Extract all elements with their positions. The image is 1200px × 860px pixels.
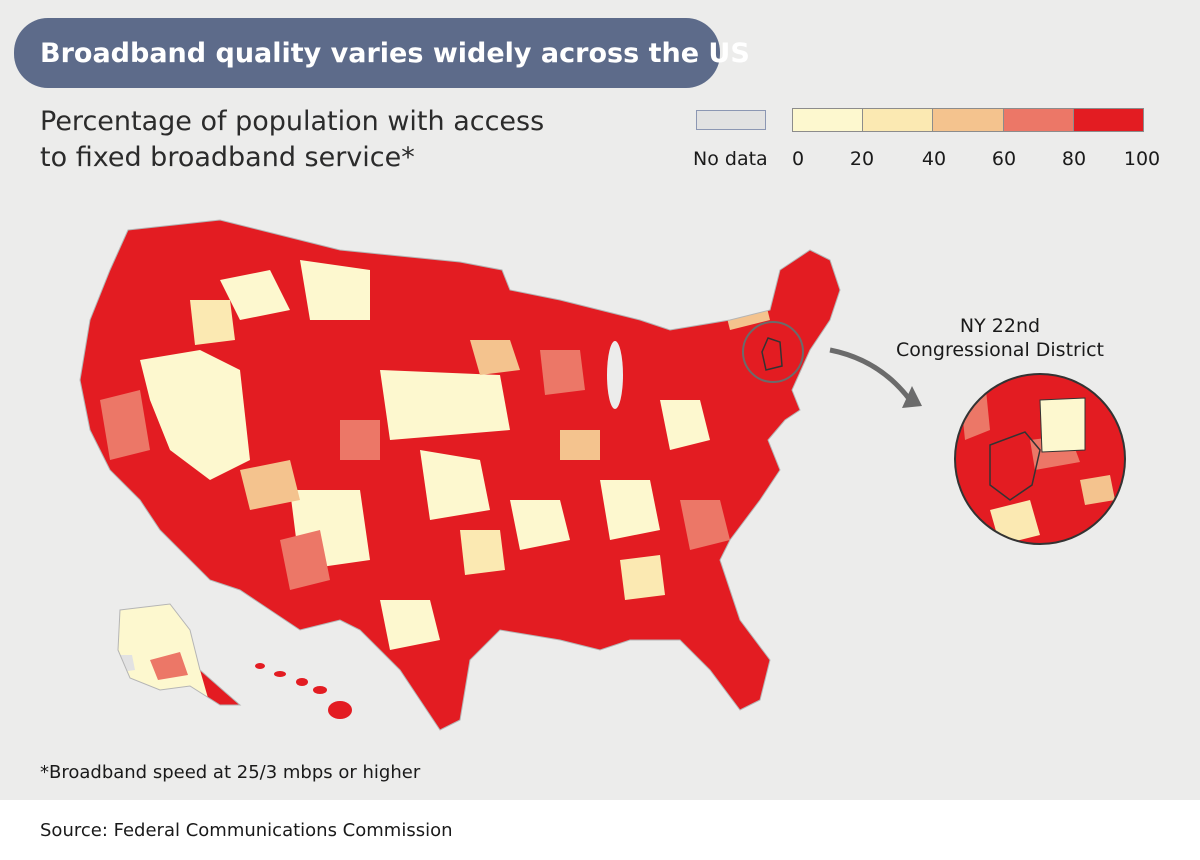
legend-tick-0: 0 [791,148,805,170]
legend-bin-80-100 [1073,109,1144,131]
chart-panel: Broadband quality varies widely across t… [0,0,1200,800]
subtitle-line-2: to fixed broadband service* [40,142,415,173]
hawaii [255,663,352,719]
legend-tick-20: 20 [849,148,875,170]
callout-arrowhead [902,386,922,408]
legend-bin-40-60 [933,109,1004,131]
chart-subtitle: Percentage of population with access to … [40,104,600,176]
alaska [117,603,242,706]
us-outline [79,219,841,731]
inset-title-line-1: NY 22nd [959,315,1041,337]
legend-tick-60: 60 [991,148,1017,170]
us-county-map [79,219,1126,731]
legend-bin-60-80 [1003,109,1074,131]
legend-bin-20-40 [863,109,934,131]
legend-nodata-label: No data [693,148,768,170]
legend-nodata-swatch [696,110,766,130]
inset-circle [954,373,1126,545]
legend-color-scale [792,108,1144,132]
chart-title: Broadband quality varies widely across t… [14,18,750,88]
lake-michigan [607,341,623,409]
callout-arrow [829,347,912,402]
ny22-inset [954,373,1126,545]
legend-tick-100: 100 [1123,148,1161,170]
footnote: *Broadband speed at 25/3 mbps or higher [40,762,421,783]
source-credit: Source: Federal Communications Commissio… [40,820,453,841]
legend-tick-40: 40 [921,148,947,170]
ny22-locator-circle [742,321,804,383]
legend-tick-80: 80 [1061,148,1087,170]
inset-title: NY 22nd Congressional District [870,314,1130,362]
legend-bin-0-20 [793,109,864,131]
color-legend: No data 0 20 40 60 80 100 [690,104,1170,184]
subtitle-line-1: Percentage of population with access [40,106,545,137]
ny22-callout [742,321,922,408]
inset-title-line-2: Congressional District [895,339,1105,361]
